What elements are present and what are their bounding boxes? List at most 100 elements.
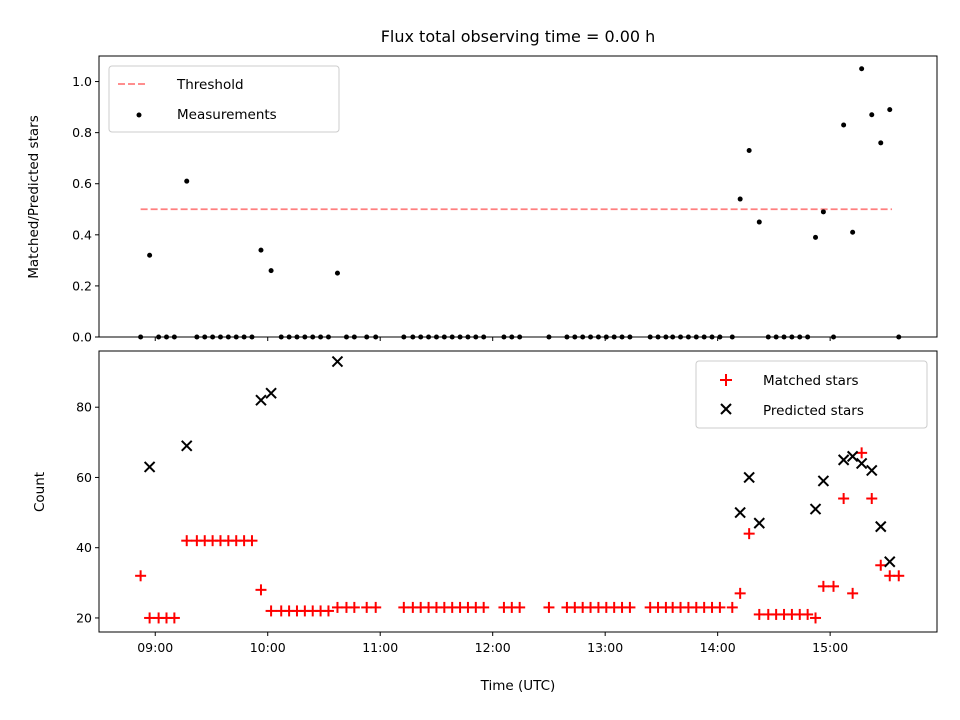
matched-star-point (893, 570, 905, 582)
y-tick-label: 80 (76, 400, 92, 415)
x-tick-label: 10:00 (250, 640, 286, 655)
matched-star-point (810, 612, 822, 624)
x-axis-label: Time (UTC) (480, 678, 556, 694)
matched-star-point (348, 601, 360, 613)
measurement-point (813, 234, 819, 240)
matched-star-point (856, 447, 868, 459)
bottom-legend: Matched stars Predicted stars (695, 360, 928, 429)
matched-star-point (168, 612, 180, 624)
bottom-x-axis-ticks: 09:00 10:00 11:00 12:00 13:00 14:00 15:00 (137, 632, 848, 655)
measurement-point (746, 148, 752, 154)
measurement-point (820, 209, 826, 215)
y-tick-label: 0.6 (72, 176, 92, 191)
legend-matched-swatch (720, 374, 732, 386)
predicted-star-point (143, 461, 156, 473)
y-tick-label: 20 (76, 610, 92, 625)
matched-star-point (743, 528, 755, 540)
predicted-star-point (265, 387, 277, 399)
matched-star-point (246, 535, 258, 547)
y-tick-label: 40 (76, 540, 92, 555)
matched-star-point (322, 605, 334, 617)
measurement-point (841, 122, 847, 128)
measurement-point (878, 140, 884, 146)
measurement-point (334, 270, 340, 276)
x-tick-label: 09:00 (137, 640, 173, 655)
matched-star-point (265, 605, 277, 617)
measurement-point (184, 178, 190, 184)
matched-star-point (726, 601, 738, 613)
matched-star-point (543, 601, 555, 613)
predicted-star-point (817, 475, 830, 487)
legend-threshold-label: Threshold (176, 77, 244, 93)
predicted-star-point (181, 440, 193, 452)
matched-star-point (866, 493, 878, 505)
matched-star-point (514, 601, 526, 613)
matched-star-point (838, 493, 850, 505)
x-tick-label: 14:00 (700, 640, 736, 655)
predicted-star-point (884, 556, 896, 568)
measurement-point (147, 252, 153, 258)
predicted-star-point (866, 464, 878, 477)
top-chart-title: Flux total observing time = 0.00 h (381, 27, 656, 46)
matched-star-point (817, 580, 829, 592)
y-tick-label: 0.4 (72, 227, 92, 242)
y-tick-label: 60 (76, 470, 92, 485)
predicted-star-point (331, 355, 344, 368)
x-tick-label: 11:00 (362, 640, 398, 655)
y-tick-label: 0.0 (72, 330, 92, 345)
legend-measurements-label: Measurements (177, 107, 277, 123)
legend-matched-label: Matched stars (763, 373, 859, 389)
measurement-point (756, 219, 762, 225)
predicted-star-point (837, 454, 850, 466)
matched-star-point (847, 587, 859, 599)
measurement-point (737, 196, 743, 202)
top-panel-frame (98, 55, 938, 338)
bottom-y-axis-label: Count (32, 472, 48, 512)
predicted-star-point (255, 394, 267, 406)
measurement-point (869, 112, 875, 118)
bottom-legend-frame (695, 360, 928, 429)
matched-star-point (181, 535, 193, 547)
matched-star-point (714, 601, 726, 613)
matched-star-point (255, 584, 267, 596)
legend-measurements-swatch (136, 112, 142, 118)
x-tick-label: 15:00 (812, 640, 848, 655)
matched-star-point (624, 601, 636, 613)
predicted-star-point (875, 520, 887, 533)
measurement-point (268, 268, 274, 274)
predicted-star-point (743, 471, 755, 484)
predicted-star-point (855, 457, 868, 470)
measurement-point (887, 107, 893, 113)
matched-star-point (135, 570, 147, 582)
bottom-panel-frame (98, 350, 938, 633)
top-y-axis-ticks: 0.0 0.2 0.4 0.6 0.8 1.0 (72, 74, 99, 345)
bottom-panel: 20 40 60 80 09:00 10:00 11:00 12:00 13:00 14:00 1… (32, 350, 938, 694)
predicted-star-point (734, 506, 746, 519)
measurement-point (258, 247, 264, 253)
matched-star-point (370, 601, 382, 613)
matched-star-point (734, 587, 746, 599)
bottom-plot-marks (135, 355, 905, 624)
measurement-point (859, 66, 865, 72)
legend-predicted-swatch (720, 403, 732, 415)
top-y-axis-label: Matched/Predicted stars (26, 115, 42, 278)
x-tick-label: 13:00 (587, 640, 623, 655)
matched-star-point (828, 580, 840, 592)
y-tick-label: 0.8 (72, 125, 92, 140)
top-x-axis-ticks (154, 337, 831, 341)
predicted-star-point (846, 450, 859, 463)
matched-star-point (875, 559, 887, 571)
predicted-star-point (753, 517, 765, 529)
top-legend: Threshold Measurements (108, 65, 340, 133)
top-legend-frame (108, 65, 340, 133)
y-tick-label: 1.0 (72, 74, 92, 89)
matched-star-point (802, 608, 814, 620)
x-tick-label: 12:00 (475, 640, 511, 655)
bottom-y-axis-ticks: 20 40 60 80 (76, 400, 99, 625)
y-tick-label: 0.2 (72, 278, 92, 293)
measurement-point (850, 229, 856, 235)
matched-star-point (478, 601, 490, 613)
top-panel: 0.0 0.2 0.4 0.6 0.8 1.0 Matched/Predicted sta… (26, 55, 938, 345)
legend-predicted-label: Predicted stars (763, 403, 864, 419)
